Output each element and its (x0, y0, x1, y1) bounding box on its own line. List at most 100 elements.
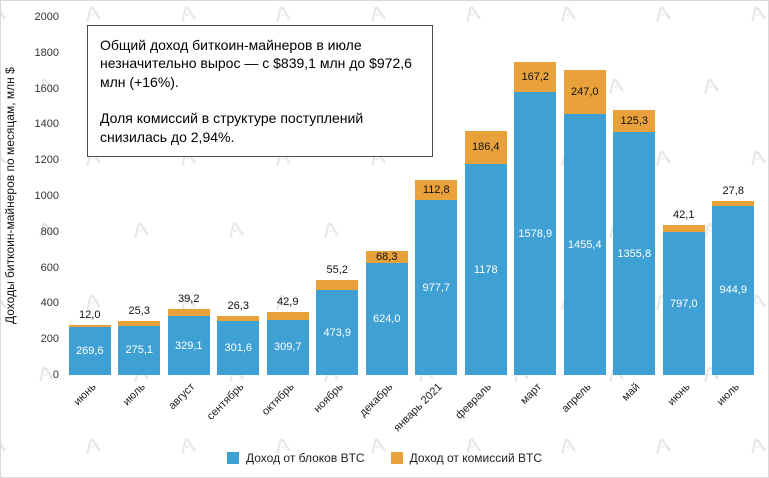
blocks-segment (613, 132, 656, 375)
stacked-bar: 275,1 25,3 (118, 17, 161, 375)
x-tick-label: июль (120, 381, 148, 409)
fees-segment (217, 316, 260, 322)
legend-label: Доход от комиссий BTC (409, 451, 542, 465)
fees-segment (118, 321, 161, 326)
fees-value-label: 247,0 (570, 86, 599, 99)
fees-value-label: 26,3 (227, 300, 249, 313)
x-tick-label: май (620, 381, 643, 404)
fees-value-label: 112,8 (422, 183, 450, 196)
blocks-value-label: 301,6 (224, 342, 253, 355)
x-tick-label: июнь (71, 381, 99, 409)
y-tick-label: 1400 (34, 118, 59, 131)
fees-segment (365, 251, 408, 264)
blocks-segment (365, 263, 408, 375)
blocks-segment (464, 164, 507, 375)
fees-value-label: 39,2 (178, 293, 200, 306)
legend-label: Доход от блоков BTC (246, 451, 365, 465)
bar-slot: 944,9 27,8 (709, 17, 759, 375)
blocks-value-label: 269,6 (75, 344, 104, 357)
legend-item: Доход от блоков BTC (227, 451, 365, 465)
stacked-bar: 977,7 112,8 (415, 17, 458, 375)
blocks-value-label: 944,9 (719, 284, 748, 297)
fees-segment (415, 179, 458, 200)
bar-slot: 624,0 68,3 (362, 17, 412, 375)
blocks-value-label: 329,1 (174, 339, 203, 352)
y-tick-label: 400 (40, 297, 59, 310)
fees-segment (712, 200, 755, 206)
x-tick-label: март (517, 381, 544, 407)
y-tick-label: 800 (40, 225, 59, 238)
x-tick-label: июль (714, 381, 742, 409)
annotation-line-1: Общий доход биткоин-майнеров в июле незн… (100, 37, 412, 90)
fees-segment (266, 311, 309, 320)
stacked-bar: 797,0 42,1 (662, 17, 705, 375)
blocks-segment (712, 205, 755, 375)
y-tick-label: 600 (40, 261, 59, 274)
x-tick-label: июнь (665, 381, 693, 409)
x-tick-label: декабрь (357, 381, 396, 420)
blocks-segment (217, 321, 260, 375)
y-tick-label: 1600 (34, 82, 59, 95)
blocks-value-label: 1355,8 (617, 247, 652, 260)
fees-value-label: 68,3 (376, 251, 398, 264)
blocks-value-label: 309,7 (273, 341, 302, 354)
fees-segment (68, 324, 111, 327)
blocks-value-label: 624,0 (372, 313, 401, 326)
fees-value-label: 186,4 (471, 141, 500, 154)
fees-value-label: 42,9 (277, 295, 299, 308)
fees-segment (167, 309, 210, 317)
x-tick-label: ноябрь (311, 381, 346, 416)
fees-value-label: 25,3 (128, 305, 150, 318)
bar-slot: 275,1 25,3 (115, 17, 165, 375)
blocks-segment (68, 326, 111, 375)
bar-slot: 1455,4 247,0 (560, 17, 610, 375)
blocks-value-label: 473,9 (323, 326, 352, 339)
y-tick-label: 200 (40, 333, 59, 346)
y-tick-label: 2000 (34, 11, 59, 23)
x-tick-label: август (166, 381, 198, 413)
bar-slot: 1578,9 167,2 (511, 17, 561, 375)
fees-value-label: 55,2 (326, 264, 348, 277)
y-axis-title: Доходы биткоин-майнеров по месяцам, млн … (3, 67, 17, 325)
y-tick-label: 1800 (34, 46, 59, 59)
annotation-box: Общий доход биткоин-майнеров в июле незн… (87, 25, 433, 158)
x-tick-label: апрель (559, 381, 594, 416)
stacked-bar: 944,9 27,8 (712, 17, 755, 375)
fees-value-label: 27,8 (722, 184, 744, 197)
annotation-line-2: Доля комиссий в структуре поступлений сн… (100, 110, 364, 145)
blocks-segment (316, 290, 359, 375)
bar-slot: 1355,8 125,3 (610, 17, 660, 375)
fees-value-label: 167,2 (521, 71, 550, 84)
stacked-bar: 269,6 12,0 (68, 17, 111, 375)
blocks-value-label: 977,7 (422, 281, 451, 294)
blocks-value-label: 275,1 (125, 344, 154, 357)
fees-segment (316, 280, 359, 291)
legend-swatch (390, 452, 403, 464)
fees-value-label: 12,0 (79, 308, 101, 321)
fees-segment (613, 109, 656, 133)
fees-segment (563, 70, 606, 115)
x-tick-label: октябрь (259, 381, 297, 418)
blocks-segment (266, 319, 309, 375)
blocks-value-label: 1455,4 (567, 238, 602, 251)
x-tick-label: февраль (453, 381, 495, 422)
blocks-value-label: 797,0 (669, 297, 698, 310)
bars: 269,6 12,0 275,1 25,3 329,1 39,2 301,6 26,3 309,… (65, 17, 758, 375)
x-tick-label: сентябрь (205, 381, 247, 423)
bar-slot: 473,9 55,2 (313, 17, 363, 375)
stacked-bar: 1578,9 167,2 (514, 17, 557, 375)
legend-item: Доход от комиссий BTC (390, 451, 542, 465)
blocks-value-label: 1178 (473, 263, 498, 276)
stacked-bar: 1178 186,4 (464, 17, 507, 375)
bar-slot: 329,1 39,2 (164, 17, 214, 375)
bar-slot: 301,6 26,3 (214, 17, 264, 375)
fees-value-label: 125,3 (620, 115, 649, 128)
bar-slot: 797,0 42,1 (659, 17, 709, 375)
x-tick-label: январь 2021 (391, 381, 445, 435)
stacked-bar: 1355,8 125,3 (613, 17, 656, 375)
fees-value-label: 42,1 (673, 208, 695, 221)
stacked-bar: 473,9 55,2 (316, 17, 359, 375)
stacked-bar: 624,0 68,3 (365, 17, 408, 375)
bar-slot: 977,7 112,8 (412, 17, 462, 375)
y-tick-label: 1200 (34, 154, 59, 167)
